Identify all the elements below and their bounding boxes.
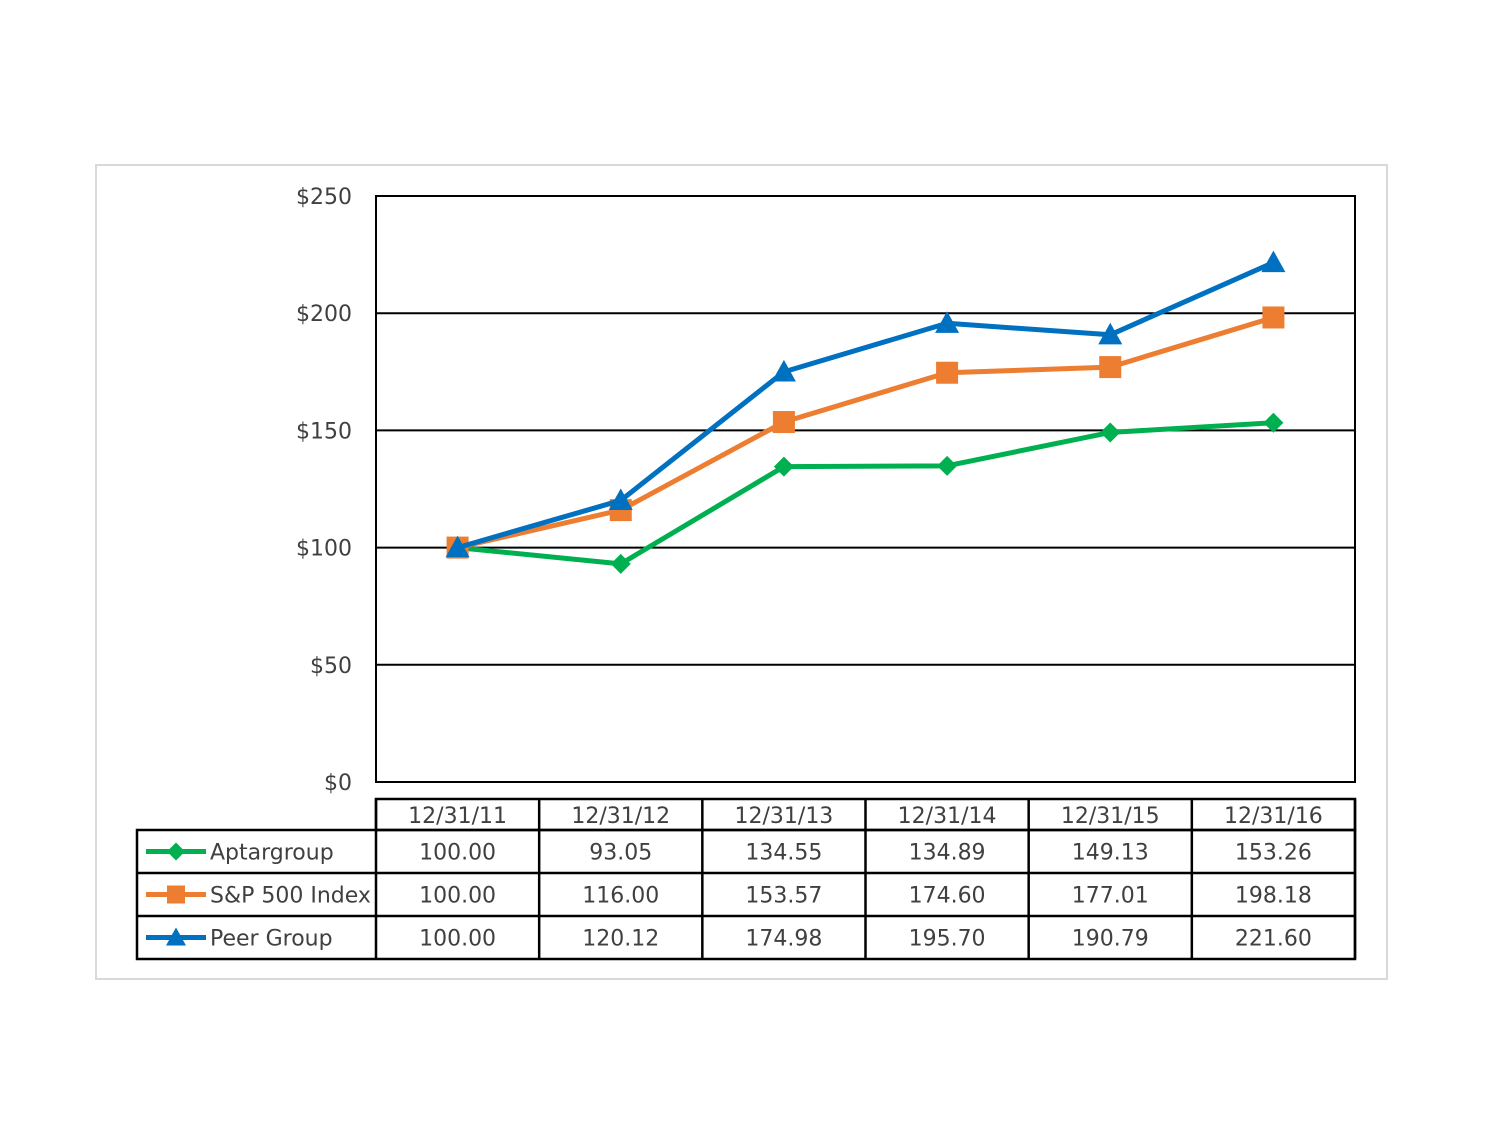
x-category-label: 12/31/15 [1061, 804, 1160, 829]
y-tick-label: $250 [296, 185, 352, 210]
data-point-diamond [1263, 412, 1284, 433]
data-table-value: 153.57 [745, 884, 822, 909]
legend-marker-square [167, 885, 185, 904]
x-category-label: 12/31/14 [898, 804, 997, 829]
chart-frame [95, 164, 1388, 980]
data-table-value: 134.55 [745, 841, 822, 866]
data-point-square [772, 411, 795, 434]
data-point-triangle [935, 311, 960, 333]
y-tick-label: $50 [310, 654, 352, 679]
data-table-value: 198.18 [1235, 884, 1312, 909]
data-table-value: 134.89 [909, 841, 986, 866]
legend-series-name: Aptargroup [210, 841, 334, 866]
y-tick-label: $200 [296, 302, 352, 327]
data-table-value: 120.12 [582, 927, 659, 952]
x-category-label: 12/31/16 [1224, 804, 1323, 829]
data-table-value: 195.70 [909, 927, 986, 952]
x-category-label: 12/31/13 [735, 804, 834, 829]
series-line-2 [456, 260, 1275, 551]
series-line-1 [457, 315, 1275, 551]
data-point-triangle [771, 359, 796, 382]
plot-area-border [375, 195, 1356, 783]
y-tick-label: $0 [324, 771, 352, 796]
data-table-value: 100.00 [419, 927, 496, 952]
data-table-value: 149.13 [1072, 841, 1149, 866]
data-point-square [936, 361, 959, 384]
data-point-triangle [445, 535, 470, 558]
data-table-value: 116.00 [582, 884, 659, 909]
y-tick-label: $150 [296, 419, 352, 444]
x-category-label: 12/31/11 [408, 804, 507, 829]
data-point-diamond [610, 553, 631, 574]
data-point-diamond [773, 456, 794, 477]
data-point-diamond [937, 455, 958, 476]
data-table-value: 174.98 [745, 927, 822, 952]
data-table-value: 174.60 [909, 884, 986, 909]
y-tick-label: $100 [296, 537, 352, 562]
data-table-value: 221.60 [1235, 927, 1312, 952]
data-table-value: 100.00 [419, 884, 496, 909]
data-point-square [1262, 306, 1285, 329]
data-table-value: 153.26 [1235, 841, 1312, 866]
data-point-diamond [1100, 422, 1121, 443]
x-category-label: 12/31/12 [571, 804, 670, 829]
data-table-value: 93.05 [589, 841, 652, 866]
legend-marker-triangle [166, 927, 186, 946]
legend-series-name: S&P 500 Index [210, 884, 371, 909]
data-point-triangle [608, 488, 633, 511]
data-table-value: 100.00 [419, 841, 496, 866]
data-table-value: 177.01 [1072, 884, 1149, 909]
legend-series-name: Peer Group [210, 927, 333, 952]
data-point-triangle [1098, 322, 1123, 345]
legend-marker-diamond [167, 842, 185, 861]
series-line-0 [457, 420, 1274, 567]
data-point-triangle [1261, 250, 1286, 273]
data-table-value: 190.79 [1072, 927, 1149, 952]
data-point-square [1099, 356, 1122, 379]
